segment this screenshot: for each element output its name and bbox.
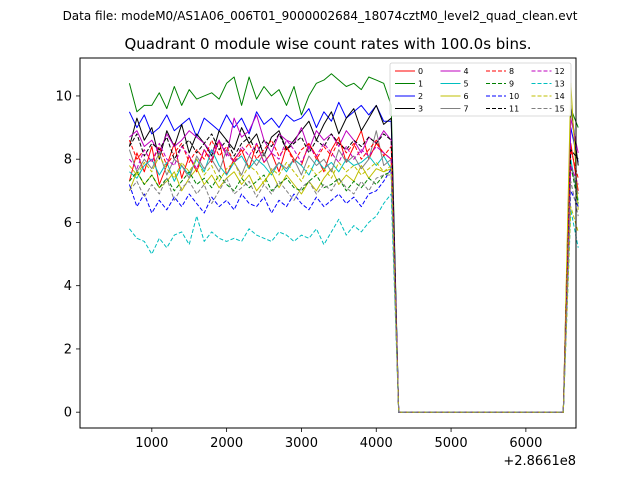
series-line-4	[129, 114, 579, 413]
x-tick-label: 6000	[509, 436, 542, 451]
y-tick-label: 10	[55, 89, 72, 104]
legend-label-3: 3	[418, 105, 423, 114]
legend-label-10: 10	[509, 92, 519, 101]
legend-label-9: 9	[509, 80, 514, 89]
y-tick-label: 2	[64, 342, 72, 357]
x-tick-label: 4000	[360, 436, 393, 451]
legend-label-13: 13	[555, 80, 565, 89]
x-tick-label: 5000	[435, 436, 468, 451]
series-line-13	[129, 193, 579, 413]
legend-box	[389, 62, 572, 117]
legend-label-1: 1	[418, 80, 423, 89]
data-file-suptitle: Data file: modeM0/AS1A06_006T01_90000026…	[63, 9, 578, 23]
legend-label-7: 7	[464, 105, 469, 114]
x-tick-label: 1000	[135, 436, 168, 451]
legend-label-4: 4	[464, 67, 469, 76]
x-offset-label: +2.8661e8	[503, 454, 576, 469]
legend-label-14: 14	[555, 92, 565, 101]
axes-frame	[79, 57, 577, 429]
x-tick-label: 3000	[285, 436, 318, 451]
legend-label-2: 2	[418, 92, 423, 101]
y-tick-label: 4	[64, 279, 72, 294]
x-axis: 1000 2000 3000 4000 5000 6000	[135, 428, 542, 451]
series-line-3	[128, 104, 579, 413]
legend-label-5: 5	[464, 80, 469, 89]
y-tick-label: 8	[64, 153, 72, 168]
legend-label-6: 6	[464, 92, 469, 101]
series-line-15	[129, 174, 579, 413]
series-line-10	[128, 168, 579, 413]
y-axis: 0 2 4 6 8 10	[55, 89, 80, 421]
legend-label-8: 8	[509, 67, 514, 76]
y-tick-label: 0	[64, 406, 72, 421]
series-line-8	[128, 139, 579, 413]
legend-label-12: 12	[555, 67, 565, 76]
series-line-12	[129, 139, 579, 413]
series-line-11	[128, 133, 579, 413]
series-line-9	[129, 165, 579, 413]
y-tick-label: 6	[64, 216, 72, 231]
legend-label-11: 11	[509, 105, 519, 114]
series-line-7	[128, 130, 579, 413]
series-line-1	[128, 73, 579, 413]
plot-area	[128, 73, 579, 413]
chart-title: Quadrant 0 module wise count rates with …	[124, 35, 531, 53]
legend-label-15: 15	[555, 105, 565, 114]
legend-label-0: 0	[418, 67, 423, 76]
x-tick-label: 2000	[210, 436, 243, 451]
series-line-6	[128, 82, 579, 413]
series-line-14	[129, 155, 579, 413]
